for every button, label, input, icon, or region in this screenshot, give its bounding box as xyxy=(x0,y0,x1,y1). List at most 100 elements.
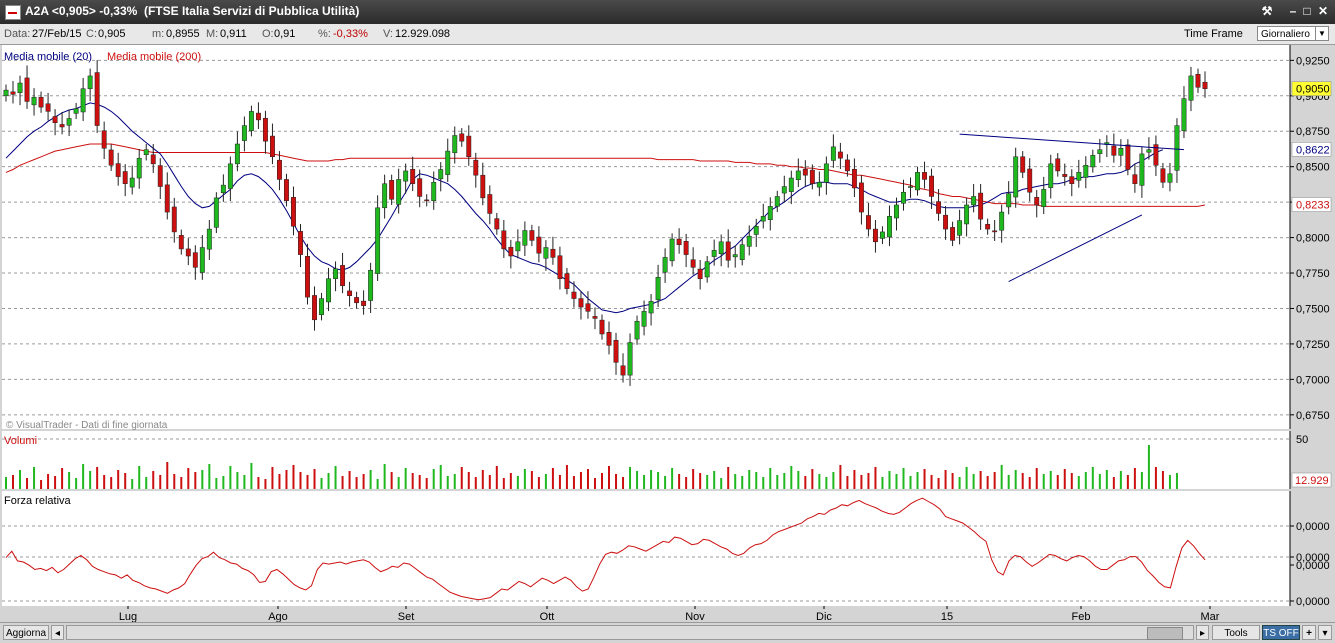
candle-body xyxy=(52,116,58,123)
add-button[interactable]: + xyxy=(1302,625,1316,640)
candle-body xyxy=(613,339,619,363)
volume-bar xyxy=(713,471,716,489)
chart-svg[interactable]: 0,92500,90000,87500,85000,82500,80000,77… xyxy=(0,45,1335,623)
candle-body xyxy=(830,146,836,161)
candle-body xyxy=(676,238,682,245)
candle-body xyxy=(1034,197,1040,206)
volume-bar xyxy=(727,467,730,489)
candle-body xyxy=(964,204,970,225)
volume-bar xyxy=(965,467,968,489)
volume-bar xyxy=(565,465,568,489)
volume-bar xyxy=(1168,475,1171,489)
candle-body xyxy=(38,96,44,108)
volume-bar xyxy=(650,470,653,489)
candle-body xyxy=(473,159,479,176)
scrollbar-thumb[interactable] xyxy=(1147,627,1183,640)
candle-body xyxy=(312,295,317,321)
candle-body xyxy=(1146,149,1152,153)
volume-bar xyxy=(292,465,295,489)
refresh-button[interactable]: Aggiorna xyxy=(3,625,49,640)
scroll-left-icon[interactable]: ◂ xyxy=(51,625,64,640)
volume-bar xyxy=(348,471,351,489)
candle-body xyxy=(725,241,731,261)
volume-bar xyxy=(923,469,926,489)
volume-bar xyxy=(1154,467,1157,489)
rs-tick-label: 0,0000 xyxy=(1296,552,1330,564)
candle-body xyxy=(487,194,493,214)
candle-body xyxy=(347,290,353,296)
price-pane[interactable] xyxy=(2,45,1290,429)
volume-bar xyxy=(1126,475,1129,489)
close-label: C: xyxy=(86,28,97,40)
candle-body xyxy=(396,179,402,205)
volume-bar xyxy=(600,473,603,489)
close-value: 0,905 xyxy=(98,28,126,40)
candle-body xyxy=(1118,148,1124,156)
volume-bar xyxy=(145,477,148,489)
timeframe-label: Time Frame xyxy=(1184,28,1243,40)
chevron-down-icon[interactable]: ▼ xyxy=(1315,27,1328,40)
ts-off-button[interactable]: TS OFF xyxy=(1262,625,1300,640)
date-value: 27/Feb/15 xyxy=(32,28,82,40)
tools-button[interactable]: Tools xyxy=(1212,625,1260,640)
volume-bar xyxy=(916,472,919,489)
candle-body xyxy=(333,268,338,279)
volume-bar xyxy=(586,469,589,489)
volume-bar xyxy=(530,471,533,489)
price-tick-label: 0,7750 xyxy=(1296,268,1330,280)
candle-body xyxy=(606,332,612,346)
candle-body xyxy=(1111,145,1117,156)
candle-body xyxy=(648,301,654,314)
candle-body xyxy=(452,135,458,154)
volume-bar xyxy=(699,473,702,489)
volume-bar xyxy=(383,464,386,489)
candle-body xyxy=(45,103,51,112)
volume-bar xyxy=(397,477,400,489)
x-tick-label: Nov xyxy=(685,611,705,622)
volume-bar xyxy=(1105,470,1108,489)
volume-bar xyxy=(615,474,618,489)
volume-bar xyxy=(608,466,611,489)
volume-bar xyxy=(1077,476,1080,489)
volume-bar xyxy=(320,478,323,489)
volume-bar xyxy=(362,474,365,489)
candle-body xyxy=(746,235,752,247)
rs-pane[interactable] xyxy=(2,491,1290,606)
volume-bar xyxy=(75,478,78,489)
horizontal-scrollbar[interactable] xyxy=(66,625,1194,640)
candle-body xyxy=(711,250,717,257)
volume-bar xyxy=(481,470,484,489)
ma200-layer xyxy=(5,143,1206,207)
ma200-marker-box xyxy=(1291,197,1332,212)
minimize-icon[interactable]: – xyxy=(1289,4,1297,18)
volume-bar xyxy=(285,470,288,489)
tools-icon[interactable]: ⚒ xyxy=(1261,4,1273,18)
candle-body xyxy=(936,201,942,214)
candle-body xyxy=(957,220,963,236)
candle-body xyxy=(129,177,135,188)
chart-area[interactable]: 0,92500,90000,87500,85000,82500,80000,77… xyxy=(0,45,1335,625)
chevron-down-icon[interactable]: ▾ xyxy=(1318,625,1332,640)
scroll-right-icon[interactable]: ▸ xyxy=(1196,625,1209,640)
volume-bar xyxy=(734,474,737,489)
candle-body xyxy=(508,246,514,257)
candle-body xyxy=(564,273,570,289)
volume-bar xyxy=(124,473,127,489)
ma20-line xyxy=(5,102,1164,314)
candle-body xyxy=(929,175,934,197)
volume-bar xyxy=(804,476,807,489)
timeframe-select[interactable]: Giornaliero ▼ xyxy=(1257,26,1329,41)
candle-body xyxy=(101,130,107,149)
volume-bar xyxy=(692,469,695,489)
volume-bar xyxy=(579,472,582,489)
x-tick-label: Mar xyxy=(1201,611,1220,622)
candle-body xyxy=(31,96,37,106)
candle-body xyxy=(823,163,829,183)
close-icon[interactable]: ✕ xyxy=(1317,4,1329,18)
volume-bar xyxy=(769,468,772,489)
volume-bar xyxy=(1042,474,1045,489)
candle-body xyxy=(858,182,864,213)
maximize-icon[interactable]: □ xyxy=(1303,4,1311,18)
volume-bar xyxy=(40,480,43,489)
